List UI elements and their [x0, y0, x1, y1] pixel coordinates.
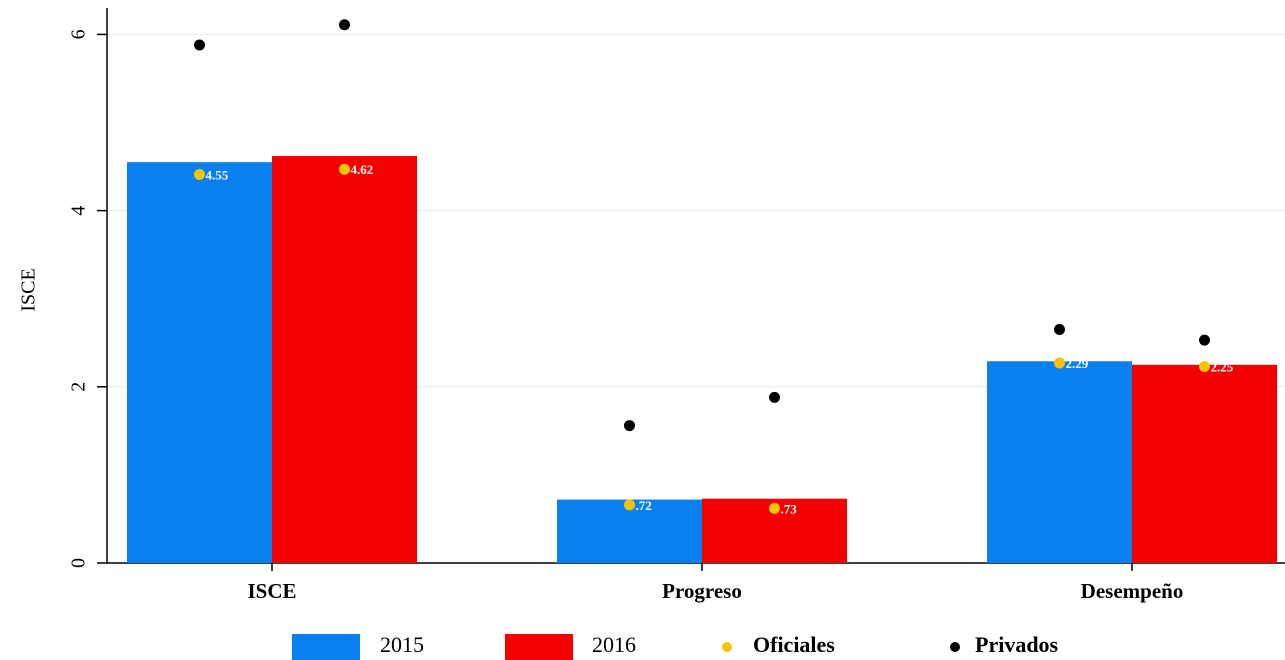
marker-1	[1054, 324, 1065, 336]
legend-swatch	[505, 634, 573, 660]
bar	[1132, 364, 1277, 563]
bar	[272, 156, 417, 563]
legend-marker	[950, 642, 960, 652]
marker-0	[1054, 357, 1065, 369]
y-axis-label: ISCE	[18, 268, 40, 311]
legend-label: Oficiales	[753, 632, 835, 657]
value-label: 4.55	[206, 167, 229, 182]
value-label: 2.29	[1066, 356, 1089, 371]
marker-1	[769, 391, 780, 403]
y-tick-label: 2	[68, 382, 90, 392]
value-label: .72	[636, 498, 652, 513]
marker-0	[1199, 361, 1210, 373]
legend-label: 2015	[380, 632, 424, 657]
value-label: 4.62	[351, 162, 374, 177]
marker-0	[624, 499, 635, 511]
marker-1	[194, 39, 205, 51]
y-tick-label: 6	[68, 29, 90, 39]
legend-label: 2016	[592, 632, 636, 657]
legend-label: Privados	[975, 632, 1059, 657]
legend-marker	[722, 642, 732, 652]
value-label: .73	[781, 501, 798, 516]
marker-0	[194, 169, 205, 180]
y-tick-label: 0	[68, 558, 90, 568]
bar	[987, 361, 1132, 563]
x-tick-label: Progreso	[662, 579, 742, 603]
marker-0	[339, 163, 350, 175]
legend-swatch	[292, 634, 360, 660]
x-tick-label: ISCE	[247, 579, 296, 603]
y-tick-label: 4	[68, 206, 90, 216]
marker-1	[1199, 334, 1210, 346]
marker-1	[624, 420, 635, 432]
marker-1	[339, 19, 350, 31]
marker-0	[769, 502, 780, 514]
x-tick-label: Desempeño	[1081, 579, 1184, 603]
value-label: 2.25	[1211, 360, 1234, 375]
bar	[127, 162, 272, 563]
